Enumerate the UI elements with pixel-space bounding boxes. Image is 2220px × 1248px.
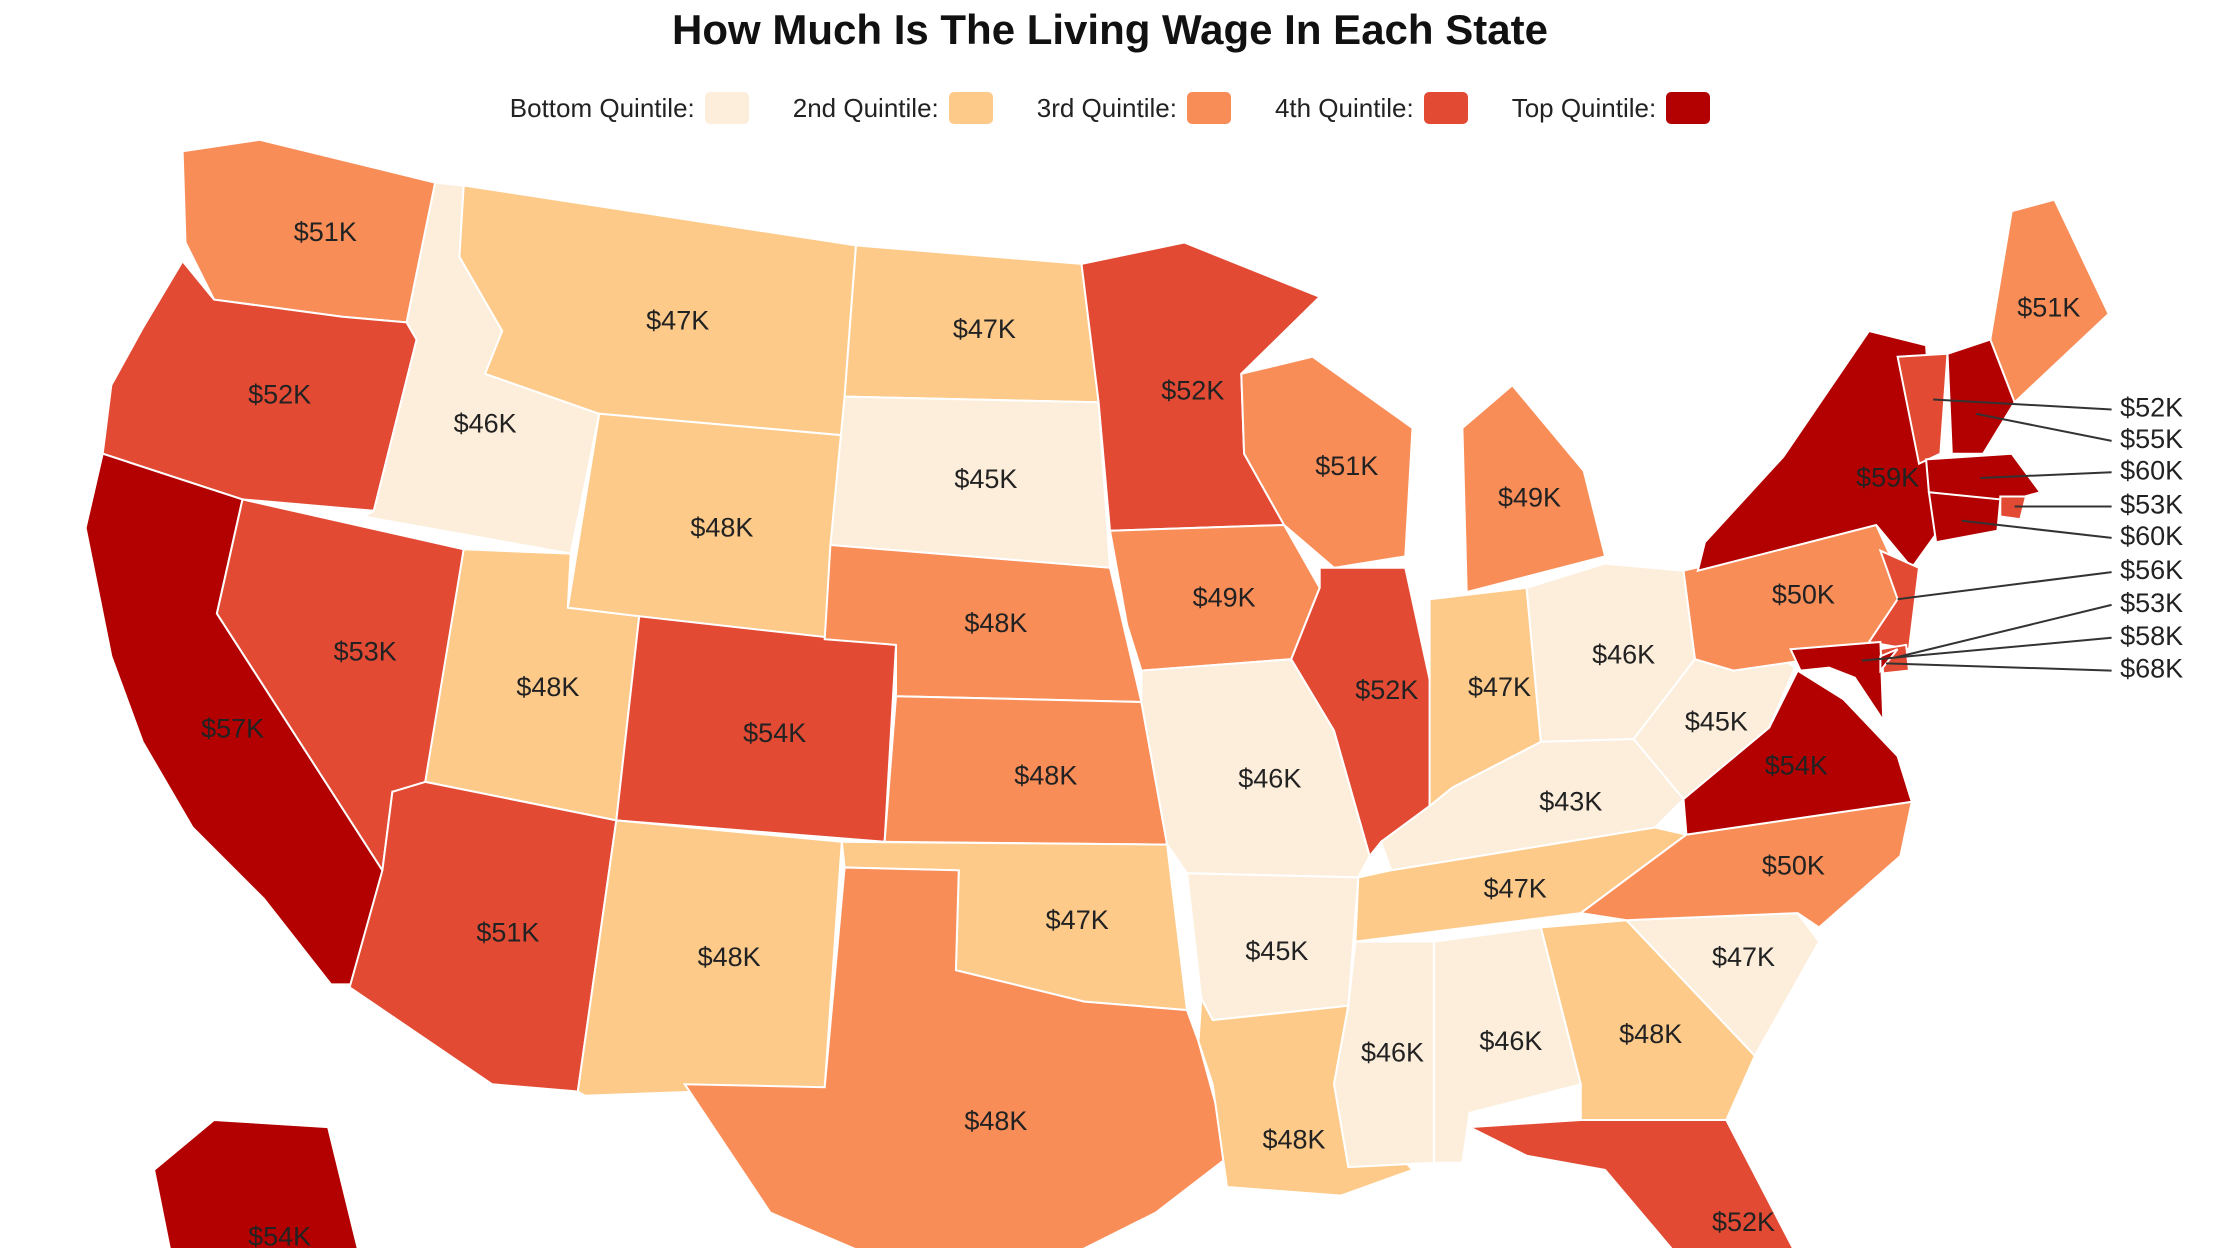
callout-leader-line bbox=[1975, 412, 2112, 442]
state-label-nd: $47K bbox=[953, 314, 1016, 344]
callout-label-2: $55K bbox=[2120, 424, 2183, 454]
state-label-mn: $52K bbox=[1161, 376, 1224, 406]
legend-label-2nd: 2nd Quintile: bbox=[792, 92, 939, 123]
small-state-9 bbox=[1879, 648, 1899, 674]
callout-label-3: $60K bbox=[2120, 455, 2183, 485]
state-label-mt: $47K bbox=[646, 306, 709, 336]
callout-leader-line bbox=[1886, 662, 2112, 672]
state-tx bbox=[682, 866, 1231, 1248]
state-label-al: $46K bbox=[1479, 1026, 1542, 1056]
state-label-nc: $50K bbox=[1762, 851, 1825, 881]
legend-swatch-bottom bbox=[704, 92, 749, 124]
state-label-wa: $51K bbox=[294, 217, 357, 247]
callout-leader-line bbox=[1894, 603, 2112, 659]
small-state-2 bbox=[1946, 338, 2016, 455]
state-label-wi: $51K bbox=[1315, 451, 1378, 481]
legend-item-bottom: Bottom Quintile: bbox=[510, 92, 749, 124]
state-label-mo: $46K bbox=[1238, 764, 1301, 794]
state-il bbox=[1290, 566, 1435, 859]
callout-label-6: $56K bbox=[2120, 555, 2183, 585]
small-state-1 bbox=[1896, 352, 1949, 466]
state-label-ut: $48K bbox=[516, 672, 579, 702]
state-label-tn: $47K bbox=[1484, 873, 1547, 903]
callout-label-4: $53K bbox=[2120, 490, 2183, 520]
state-mi bbox=[1461, 383, 1607, 594]
legend-swatch-3rd bbox=[1186, 92, 1231, 124]
state-label-la: $48K bbox=[1262, 1125, 1325, 1155]
legend-label-4th: 4th Quintile: bbox=[1274, 92, 1414, 123]
callout-leader-line bbox=[1933, 398, 2112, 411]
state-label-ok: $47K bbox=[1046, 905, 1109, 935]
legend-item-2nd: 2nd Quintile: bbox=[793, 92, 993, 124]
callout-leader-line bbox=[1980, 471, 2112, 479]
state-label-sd: $45K bbox=[954, 464, 1017, 494]
legend-item-3rd: 3rd Quintile: bbox=[1037, 92, 1231, 124]
state-label-ak: $54K bbox=[248, 1222, 311, 1248]
state-label-il: $52K bbox=[1355, 675, 1418, 705]
state-wi bbox=[1240, 355, 1414, 569]
small-state-6 bbox=[1867, 548, 1921, 651]
state-label-ia: $49K bbox=[1193, 582, 1256, 612]
state-label-ga: $48K bbox=[1619, 1019, 1682, 1049]
state-label-wv: $45K bbox=[1685, 707, 1748, 737]
state-label-sc: $47K bbox=[1712, 942, 1775, 972]
state-label-wy: $48K bbox=[690, 512, 753, 542]
legend-swatch-top bbox=[1666, 92, 1711, 124]
legend-label-3rd: 3rd Quintile: bbox=[1036, 92, 1177, 123]
callout-label-5: $60K bbox=[2120, 521, 2183, 551]
state-label-mi: $49K bbox=[1498, 483, 1561, 513]
state-label-pa: $50K bbox=[1772, 580, 1835, 610]
callout-label-1: $52K bbox=[2120, 393, 2183, 423]
legend-label-top: Top Quintile: bbox=[1511, 92, 1657, 123]
legend-item-top: Top Quintile: bbox=[1512, 92, 1711, 124]
state-label-va: $54K bbox=[1765, 751, 1828, 781]
state-label-nv: $53K bbox=[334, 637, 397, 667]
legend-swatch-4th bbox=[1423, 92, 1468, 124]
callout-leader-line bbox=[1961, 519, 2112, 539]
state-label-ne: $48K bbox=[964, 608, 1027, 638]
state-label-ms: $46K bbox=[1361, 1038, 1424, 1068]
callout-label-9: $68K bbox=[2120, 654, 2183, 684]
small-state-4 bbox=[1999, 495, 2028, 521]
state-label-co: $54K bbox=[743, 718, 806, 748]
state-label-ca: $57K bbox=[201, 714, 264, 744]
state-label-ks: $48K bbox=[1014, 761, 1077, 791]
state-label-oh: $46K bbox=[1592, 639, 1655, 669]
state-label-tx: $48K bbox=[964, 1106, 1027, 1136]
legend-label-bottom: Bottom Quintile: bbox=[509, 92, 695, 123]
small-state-5 bbox=[1927, 491, 2002, 544]
callout-label-7: $53K bbox=[2120, 588, 2183, 618]
map-title: How Much Is The Living Wage In Each Stat… bbox=[672, 6, 1548, 53]
state-label-or: $52K bbox=[248, 380, 311, 410]
small-state-8 bbox=[1789, 640, 1885, 725]
state-label-me: $51K bbox=[2017, 293, 2080, 323]
state-label-az: $51K bbox=[476, 918, 539, 948]
state-fl bbox=[1465, 1119, 1794, 1248]
callout-label-8: $58K bbox=[2120, 621, 2183, 651]
state-label-ky: $43K bbox=[1539, 786, 1602, 816]
state-label-in: $47K bbox=[1468, 672, 1531, 702]
state-label-ny: $59K bbox=[1856, 463, 1919, 493]
state-label-id: $46K bbox=[454, 408, 517, 438]
state-label-ar: $45K bbox=[1245, 936, 1308, 966]
callout-leader-line bbox=[1897, 571, 2112, 601]
legend-swatch-2nd bbox=[948, 92, 993, 124]
legend: Bottom Quintile: 2nd Quintile: 3rd Quint… bbox=[0, 92, 2220, 124]
state-label-nm: $48K bbox=[698, 942, 761, 972]
state-ak bbox=[153, 1118, 359, 1248]
callout-leader-line bbox=[1861, 636, 2112, 662]
state-label-fl: $52K bbox=[1712, 1207, 1775, 1237]
legend-item-4th: 4th Quintile: bbox=[1275, 92, 1468, 124]
